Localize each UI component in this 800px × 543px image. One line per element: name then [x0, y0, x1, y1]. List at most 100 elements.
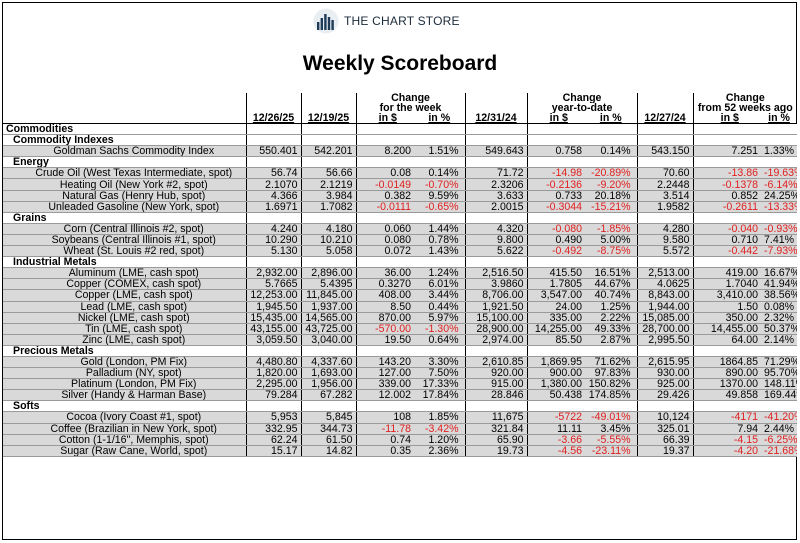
table-cell: -3.42% [414, 422, 466, 435]
table-cell: 10.210 [300, 233, 356, 247]
commodity-name: Sugar (Raw Cane, World, spot) [3, 444, 246, 457]
table-cell: 0.08 [355, 167, 414, 180]
table-cell: 2.44% [761, 422, 798, 435]
table-cell: 1,380.00 [526, 378, 586, 391]
table-cell: -4171 [692, 411, 762, 424]
table-cell: 1.33% [761, 145, 798, 158]
table-row: Corn (Central Illinois #2, spot) 4.240 4.1… [3, 222, 798, 235]
table-cell: 0.3270 [355, 278, 414, 291]
table-cell: 64.00 [692, 333, 762, 346]
table-cell: 41.94% [761, 278, 798, 291]
table-cell: 5,845 [300, 411, 356, 424]
table-cell: 1.6971 [245, 200, 301, 213]
table-cell: -4.20 [692, 444, 762, 457]
table-cell: 65.90 [464, 433, 528, 446]
table-row: Palladium (NY, spot) 1,820.00 1,693.00 127.… [3, 367, 798, 380]
header-ytd-sub: year-to-date [526, 103, 638, 113]
commodity-name: Nickel (LME, cash spot) [3, 311, 246, 324]
table-cell: 61.50 [300, 433, 356, 446]
commodity-name: Natural Gas (Henry Hub, spot) [3, 189, 246, 202]
commodity-name: Corn (Central Illinois #2, spot) [3, 222, 246, 235]
table-cell: 1,945.50 [245, 300, 301, 313]
table-cell: -0.442 [692, 245, 762, 258]
table-cell: 1.7082 [300, 200, 356, 213]
table-cell: 148.11% [761, 378, 798, 391]
table-cell: 0.080 [355, 233, 414, 247]
header-unit: in % [761, 113, 798, 124]
table-cell: 169.44% [761, 389, 798, 402]
table-cell: 0.74 [355, 433, 414, 446]
table-cell: 1.50 [692, 300, 762, 313]
table-cell: -13.86 [692, 167, 762, 180]
table-cell: 14,255.00 [526, 322, 586, 335]
table-cell: 4.366 [245, 189, 301, 202]
table-cell: -6.25% [761, 433, 798, 446]
table-cell: 3,410.00 [692, 289, 762, 302]
header-row-2: for the week year-to-date from 52 weeks … [3, 103, 798, 113]
table-cell: 3.984 [300, 189, 356, 202]
table-row: Platinum (London, PM Fix) 2,295.00 1,956.0… [3, 378, 798, 391]
table-cell: 1,820.00 [245, 367, 301, 380]
table-row: Aluminum (LME, cash spot) 2,932.00 2,896.0… [3, 267, 798, 280]
table-cell: 0.060 [355, 222, 414, 235]
table-row: Cocoa (Ivory Coast #1, spot) 5,953 5,845 10… [3, 411, 798, 424]
table-cell: 50.37% [761, 322, 798, 335]
table-cell: 0.490 [526, 233, 586, 247]
header-row-3: 12/26/25 12/19/25 in $ in % 12/31/24 in … [3, 113, 798, 124]
table-cell: -0.2611 [692, 200, 762, 213]
table-cell: 3.44% [414, 289, 466, 302]
table-cell: 85.50 [526, 333, 586, 346]
table-cell: 0.64% [414, 333, 466, 346]
table-cell: 5.7665 [245, 278, 301, 291]
commodity-name: Aluminum (LME, cash spot) [3, 267, 246, 280]
table-cell: 0.710 [692, 233, 762, 247]
table-cell: -11.78 [355, 422, 414, 435]
table-cell: 344.73 [300, 422, 356, 435]
table-row: Unleaded Gasoline (New York, spot) 1.6971… [3, 200, 798, 213]
table-cell: -6.14% [761, 178, 798, 191]
header-unit: in % [585, 113, 638, 124]
group-label: Precious Metals [3, 344, 246, 357]
table-cell: 2.3206 [464, 178, 528, 191]
table-cell: -5722 [526, 411, 586, 424]
group-label: Industrial Metals [3, 256, 246, 269]
table-cell: 321.84 [464, 422, 528, 435]
table-cell: 16.67% [761, 267, 798, 280]
section-label: Commodities [3, 122, 246, 136]
table-cell: 2.1070 [245, 178, 301, 191]
table-cell: 419.00 [692, 267, 762, 280]
table-cell: 10.290 [245, 233, 301, 247]
table-cell: -14.98 [526, 167, 586, 180]
table-cell: 1.44% [414, 222, 466, 235]
table-cell: 332.95 [245, 422, 301, 435]
table-cell: -1.30% [414, 322, 466, 335]
table-cell: 7.251 [692, 145, 762, 158]
table-cell: 5,953 [245, 411, 301, 424]
table-cell: 3.45% [585, 422, 638, 435]
table-cell: 5.058 [300, 245, 356, 258]
commodity-name: Coffee (Brazilian in New York, spot) [3, 422, 246, 435]
table-cell: 79.284 [245, 389, 301, 402]
group-row: Precious Metals [3, 344, 798, 357]
table-cell: 890.00 [692, 367, 762, 380]
table-cell: 108 [355, 411, 414, 424]
table-cell: 3.514 [636, 189, 694, 202]
table-cell: 71.72 [464, 167, 528, 180]
table-cell: 1.7805 [526, 278, 586, 291]
table-cell: 150.82% [585, 378, 638, 391]
table-cell: 2,610.85 [464, 355, 528, 369]
table-row: Silver (Handy & Harman Base) 79.284 67.282… [3, 389, 798, 402]
table-cell: 4.240 [245, 222, 301, 235]
commodity-name: Palladium (NY, spot) [3, 367, 246, 380]
table-cell: 5.130 [245, 245, 301, 258]
table-cell: 0.072 [355, 245, 414, 258]
commodity-name: Silver (Handy & Harman Base) [3, 389, 246, 402]
table-cell: 1,937.00 [300, 300, 356, 313]
table-cell: 43,155.00 [245, 322, 301, 335]
group-row: Grains [3, 211, 798, 224]
table-cell: 11,845.00 [300, 289, 356, 302]
table-cell: 549.643 [464, 145, 528, 158]
table-cell: -0.0149 [355, 178, 414, 191]
table-cell: 4.280 [636, 222, 694, 235]
commodity-name: Zinc (LME, cash spot) [3, 333, 246, 346]
